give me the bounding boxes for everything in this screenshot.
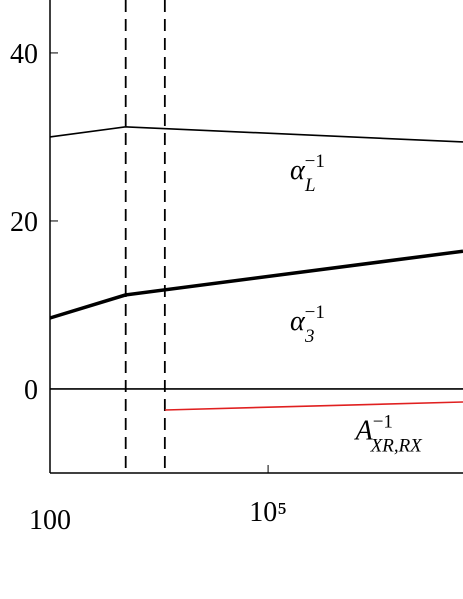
annotation-sup: −1: [305, 302, 325, 323]
y-tick-label: 40: [10, 39, 38, 70]
annotation-sub: 3: [304, 326, 315, 347]
annotation: A−1 XR,RX: [354, 411, 424, 456]
annotation-base: α: [290, 306, 306, 337]
annotation-sup: −1: [305, 151, 325, 172]
x-tick-label: 10⁵: [249, 497, 287, 528]
series-line: [164, 401, 463, 411]
x-tick-label: 100: [29, 505, 71, 536]
series-line: [49, 126, 463, 143]
annotation-sub: L: [304, 175, 316, 196]
annotation-sub: XR,RX: [370, 435, 424, 456]
series-line: [49, 249, 463, 320]
annotation: α−1 L: [290, 151, 325, 196]
y-tick-label: 20: [10, 207, 38, 238]
annotation-sup: −1: [373, 411, 393, 432]
y-tick-label: 0: [24, 375, 38, 406]
annotation-base: α: [290, 155, 306, 186]
annotation-base: A: [354, 415, 374, 446]
annotation: α−1 3: [290, 302, 325, 347]
